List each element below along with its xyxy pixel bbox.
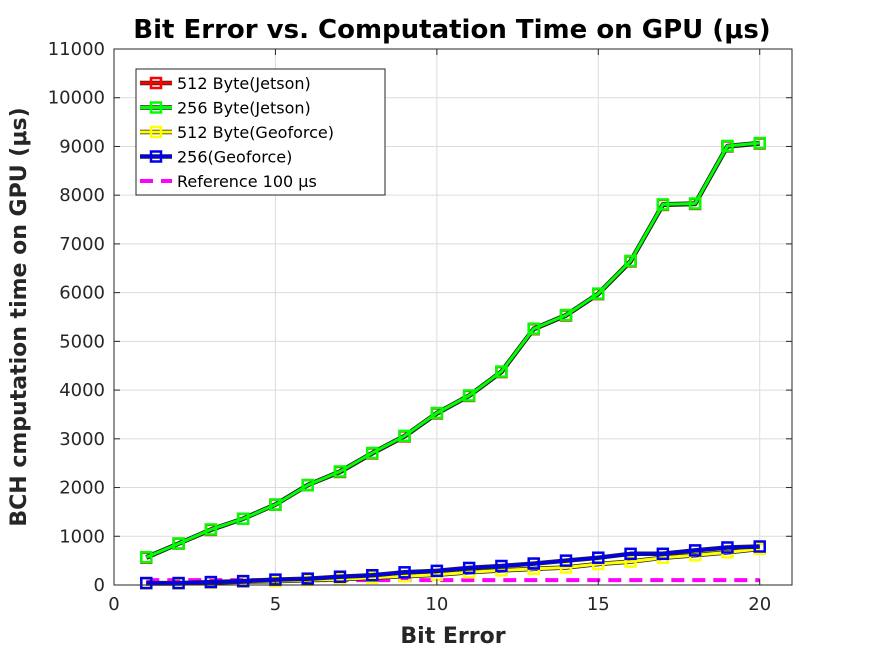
chart-title: Bit Error vs. Computation Time on GPU (μ… bbox=[133, 15, 770, 45]
data-point bbox=[721, 139, 734, 153]
data-point bbox=[753, 136, 766, 150]
data-point bbox=[236, 512, 250, 525]
data-point bbox=[721, 541, 734, 554]
legend-box bbox=[135, 68, 386, 196]
data-point bbox=[140, 576, 153, 590]
data-point bbox=[430, 406, 444, 420]
y-tick-label: 1000 bbox=[59, 526, 105, 547]
data-point bbox=[495, 365, 508, 378]
data-point bbox=[559, 308, 573, 322]
series-layer bbox=[140, 136, 766, 590]
x-tick-label: 20 bbox=[748, 594, 771, 615]
legend: 512 Byte(Jetson) 256 Byte(Jetson) 512 Byte… bbox=[135, 68, 386, 196]
y-tick-label: 4000 bbox=[59, 380, 105, 401]
data-point bbox=[462, 561, 476, 575]
x-tick-label: 0 bbox=[108, 594, 119, 615]
data-point bbox=[366, 446, 379, 460]
y-tick-label: 9000 bbox=[59, 136, 105, 157]
x-axis-label: Bit Error bbox=[400, 624, 505, 649]
data-point bbox=[398, 566, 411, 579]
data-point bbox=[688, 544, 702, 557]
data-point bbox=[204, 523, 218, 536]
data-point bbox=[462, 389, 476, 402]
data-point bbox=[333, 465, 347, 478]
legend-marker bbox=[149, 101, 163, 114]
y-tick-label: 6000 bbox=[59, 283, 105, 304]
axes-box bbox=[113, 48, 793, 586]
legend-label: 256(Geoforce) bbox=[177, 148, 292, 167]
y-tick-label: 10000 bbox=[48, 88, 105, 109]
y-tick-label: 3000 bbox=[59, 429, 105, 450]
data-point bbox=[753, 540, 766, 553]
data-point bbox=[624, 254, 637, 268]
data-point bbox=[172, 576, 185, 590]
legend-label: 512 Byte(Geoforce) bbox=[177, 123, 334, 142]
data-point bbox=[398, 429, 411, 443]
data-point bbox=[172, 537, 185, 550]
legend-label: 256 Byte(Jetson) bbox=[177, 99, 311, 118]
y-axis-label: BCH cmputation time on GPU (μs) bbox=[7, 107, 32, 526]
legend-label: Reference 100 μs bbox=[177, 172, 317, 191]
data-point bbox=[656, 198, 670, 211]
data-point bbox=[333, 570, 347, 583]
legend-item: 256(Geoforce) bbox=[140, 148, 292, 167]
data-point bbox=[592, 551, 605, 564]
y-tick-label: 5000 bbox=[59, 331, 105, 352]
legend-item: 256 Byte(Jetson) bbox=[140, 99, 311, 118]
data-point bbox=[301, 572, 314, 585]
legend-marker bbox=[149, 76, 163, 90]
y-tick-label: 8000 bbox=[59, 185, 105, 206]
x-tick-label: 10 bbox=[425, 594, 448, 615]
series-1 bbox=[140, 136, 766, 564]
legend-item: Reference 100 μs bbox=[140, 172, 317, 191]
data-point bbox=[624, 547, 637, 561]
data-point bbox=[527, 322, 540, 335]
legend-item: 512 Byte(Jetson) bbox=[140, 74, 311, 93]
ticks: 0 5 10 15 20 0 1000 2000 3000 4000 5000 6000 7000 800… bbox=[48, 39, 792, 615]
legend-marker bbox=[149, 150, 163, 163]
data-point bbox=[559, 554, 573, 567]
data-point bbox=[140, 550, 153, 564]
legend-item: 512 Byte(Geoforce) bbox=[140, 123, 334, 142]
data-point bbox=[366, 569, 379, 582]
data-point bbox=[656, 547, 670, 561]
data-point bbox=[688, 197, 702, 210]
data-point bbox=[592, 287, 605, 300]
data-point bbox=[527, 557, 540, 570]
data-point bbox=[430, 564, 444, 578]
data-point bbox=[269, 498, 282, 511]
data-point bbox=[624, 555, 637, 568]
data-point bbox=[301, 478, 314, 492]
legend-marker bbox=[149, 125, 163, 139]
x-tick-label: 15 bbox=[587, 594, 610, 615]
x-tick-label: 5 bbox=[270, 594, 281, 615]
y-tick-label: 2000 bbox=[59, 478, 105, 499]
y-tick-label: 11000 bbox=[48, 39, 105, 60]
legend-label: 512 Byte(Jetson) bbox=[177, 74, 311, 93]
series-3 bbox=[140, 540, 766, 590]
y-tick-label: 7000 bbox=[59, 234, 105, 255]
data-point bbox=[236, 574, 250, 588]
y-tick-label: 0 bbox=[94, 575, 105, 596]
data-point bbox=[495, 559, 508, 573]
data-point bbox=[204, 575, 218, 589]
